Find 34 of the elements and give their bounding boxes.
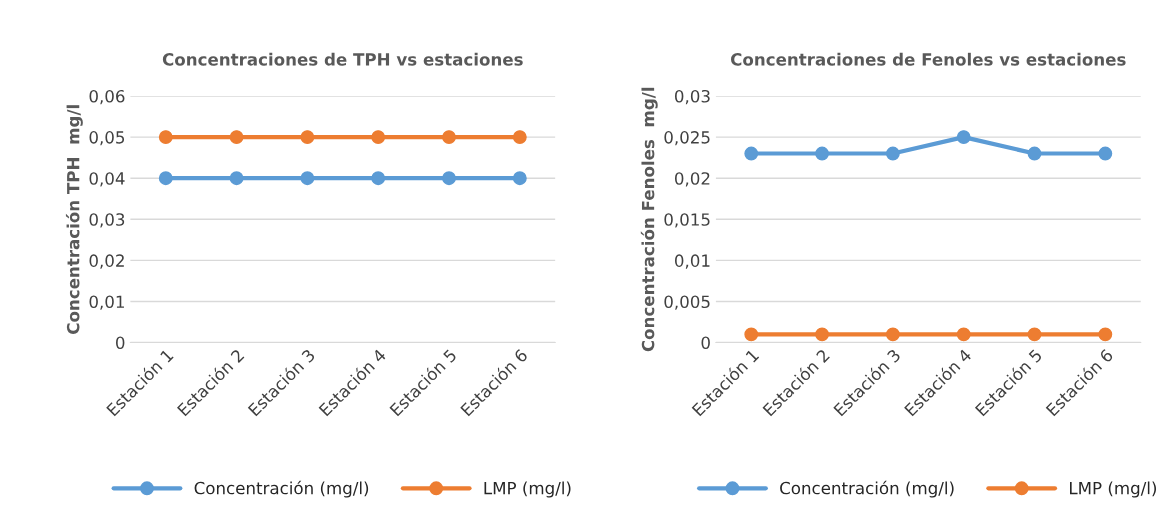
- point: [1027, 146, 1042, 161]
- y-tick-label: 0,01: [89, 295, 124, 310]
- y-tick-label: 0,03: [674, 89, 710, 105]
- y-tick-label: 0,05: [89, 131, 125, 146]
- y-tick-label: 0,03: [89, 213, 125, 228]
- y-tick-label: 0,005: [664, 295, 710, 310]
- y-tick-label: 0,04: [89, 172, 125, 187]
- chart-title: Concentraciones de TPH vs estaciones: [162, 52, 523, 66]
- point: [956, 130, 971, 145]
- y-tick-label: 0,025: [664, 131, 710, 146]
- y-tick-label: 0,02: [674, 172, 710, 187]
- point: [815, 327, 830, 342]
- y-axis-title: Concentración Fenoles mg/l: [640, 87, 658, 352]
- legend-label: LMP (mg/l): [1070, 481, 1157, 498]
- legend-label: LMP (mg/l): [484, 481, 571, 498]
- point: [885, 146, 900, 161]
- y-tick-label: 0: [116, 336, 125, 350]
- legend-label: Concentración (mg/l): [194, 480, 369, 498]
- y-axis-title: Concentración TPH mg/l: [65, 105, 83, 334]
- point: [885, 327, 900, 342]
- y-tick-label: 0,06: [89, 89, 125, 105]
- point: [1098, 146, 1113, 161]
- chart-title: Concentraciones de Fenoles vs estaciones: [731, 52, 1126, 66]
- point: [815, 146, 830, 161]
- point: [744, 146, 759, 161]
- point: [1098, 327, 1113, 342]
- y-tick-label: 0: [701, 336, 710, 350]
- y-tick-label: 0,01: [674, 254, 710, 269]
- y-tick-label: 0,015: [664, 213, 710, 228]
- y-tick-label: 0,02: [89, 254, 124, 269]
- legend-label: Concentración (mg/l): [780, 480, 954, 498]
- point: [1027, 327, 1042, 342]
- point: [744, 327, 759, 342]
- point: [956, 327, 971, 342]
